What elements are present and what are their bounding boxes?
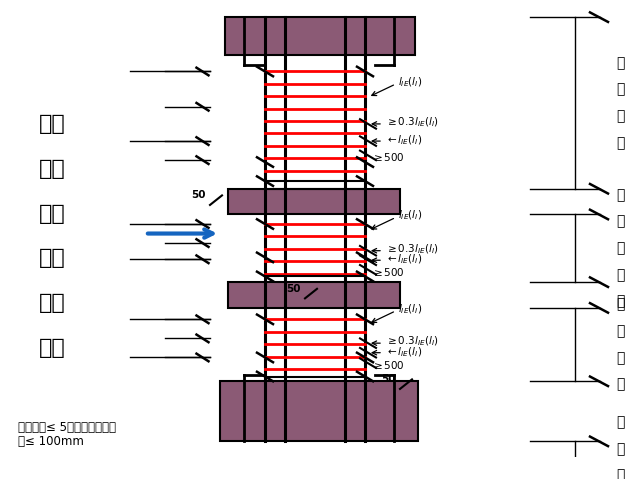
Text: 首: 首 (616, 297, 624, 311)
Text: $l_{IE}(l_I)$: $l_{IE}(l_I)$ (398, 75, 422, 89)
Text: 层: 层 (616, 268, 624, 282)
Text: 时箍: 时箍 (39, 248, 66, 268)
Bar (225, 17, 415, 55)
Text: $\leftarrow l_{IE}(l_I)$: $\leftarrow l_{IE}(l_I)$ (385, 133, 422, 147)
Text: 筋的: 筋的 (39, 293, 66, 313)
Text: $l_{IE}(l_I)$: $l_{IE}(l_I)$ (398, 302, 422, 316)
Text: 50: 50 (285, 284, 300, 294)
Text: 50: 50 (381, 375, 395, 384)
Text: 顶: 顶 (616, 56, 624, 70)
Text: 连接: 连接 (39, 204, 66, 224)
Text: 高: 高 (616, 468, 624, 479)
Text: $\geq500$: $\geq500$ (371, 359, 405, 371)
Text: 高: 高 (616, 136, 624, 150)
Text: 且≤ 100mm: 且≤ 100mm (18, 435, 84, 448)
Text: 层: 层 (616, 324, 624, 338)
Text: $\geq0.3l_{IE}(l_I)$: $\geq0.3l_{IE}(l_I)$ (385, 115, 439, 129)
Text: 纵筋: 纵筋 (39, 114, 66, 134)
Text: $\leftarrow l_{IE}(l_I)$: $\leftarrow l_{IE}(l_I)$ (385, 252, 422, 266)
Text: 础: 础 (616, 442, 624, 456)
Text: 设置: 设置 (39, 338, 66, 358)
Text: 间: 间 (616, 215, 624, 228)
Text: 50: 50 (191, 191, 205, 200)
Text: 层: 层 (616, 82, 624, 97)
Text: 高: 高 (616, 377, 624, 392)
Text: 箍筋间距≤ 5倍纵筋最小直径: 箍筋间距≤ 5倍纵筋最小直径 (18, 421, 116, 433)
Text: 基: 基 (616, 415, 624, 429)
Text: $\geq500$: $\geq500$ (371, 151, 405, 163)
Text: 层: 层 (616, 109, 624, 123)
Text: 高: 高 (616, 295, 624, 308)
Text: $\geq0.3l_{IE}(l_I)$: $\geq0.3l_{IE}(l_I)$ (385, 334, 439, 348)
Text: $l_{IE}(l_I)$: $l_{IE}(l_I)$ (398, 209, 422, 222)
Text: 绱扣: 绱扣 (39, 159, 66, 179)
Bar (220, 381, 418, 441)
Text: 层: 层 (616, 351, 624, 365)
Text: $\leftarrow l_{IE}(l_I)$: $\leftarrow l_{IE}(l_I)$ (385, 345, 422, 359)
Text: 中: 中 (616, 188, 624, 202)
Text: 层: 层 (616, 241, 624, 255)
Bar (228, 282, 400, 308)
Text: $\geq500$: $\geq500$ (371, 266, 405, 278)
Bar (228, 189, 400, 215)
Text: $\geq0.3l_{IE}(l_I)$: $\geq0.3l_{IE}(l_I)$ (385, 242, 439, 256)
